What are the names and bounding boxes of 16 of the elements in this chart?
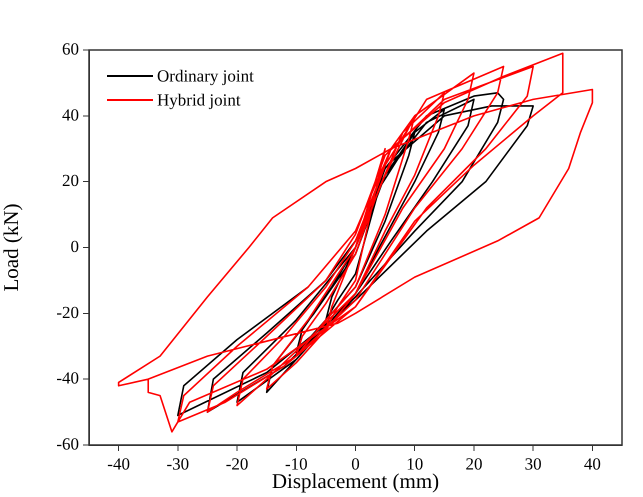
y-tick-label: 0 xyxy=(70,236,79,256)
x-tick-label: -30 xyxy=(166,454,190,474)
x-tick-label: -20 xyxy=(226,454,248,474)
x-tick-label: 30 xyxy=(524,454,542,474)
y-tick-label: -60 xyxy=(56,434,79,454)
x-tick-label: -40 xyxy=(107,454,130,474)
x-tick-label: 40 xyxy=(584,454,601,474)
legend-label: Hybrid joint xyxy=(157,90,241,110)
y-tick-label: 20 xyxy=(62,171,79,190)
y-tick-label: -40 xyxy=(56,368,79,388)
legend-label: Ordinary joint xyxy=(157,66,254,86)
y-tick-label: 40 xyxy=(62,105,79,124)
y-tick-label: -20 xyxy=(56,302,79,322)
x-tick-label: 20 xyxy=(465,454,482,474)
y-axis-title: Load (kN) xyxy=(0,203,24,292)
y-tick-label: 60 xyxy=(62,39,79,58)
